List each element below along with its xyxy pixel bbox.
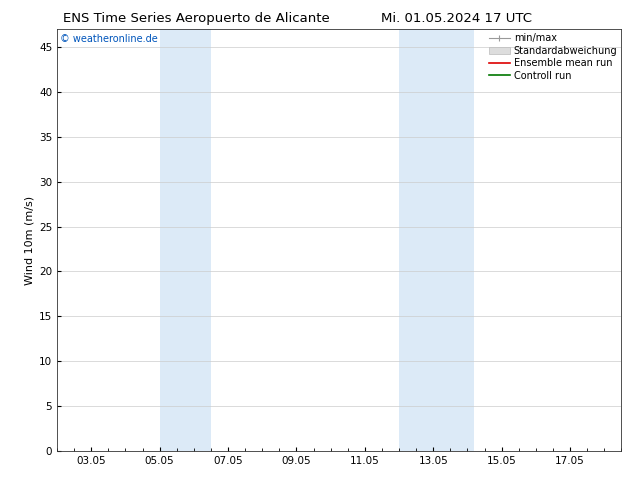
Bar bbox=[399, 29, 433, 451]
Legend: min/max, Standardabweichung, Ensemble mean run, Controll run: min/max, Standardabweichung, Ensemble me… bbox=[486, 31, 619, 82]
Bar bbox=[433, 29, 474, 451]
Y-axis label: Wind 10m (m/s): Wind 10m (m/s) bbox=[25, 196, 35, 285]
Bar bbox=[160, 29, 211, 451]
Text: © weatheronline.de: © weatheronline.de bbox=[60, 34, 158, 44]
Text: ENS Time Series Aeropuerto de Alicante: ENS Time Series Aeropuerto de Alicante bbox=[63, 12, 330, 25]
Text: Mi. 01.05.2024 17 UTC: Mi. 01.05.2024 17 UTC bbox=[381, 12, 532, 25]
